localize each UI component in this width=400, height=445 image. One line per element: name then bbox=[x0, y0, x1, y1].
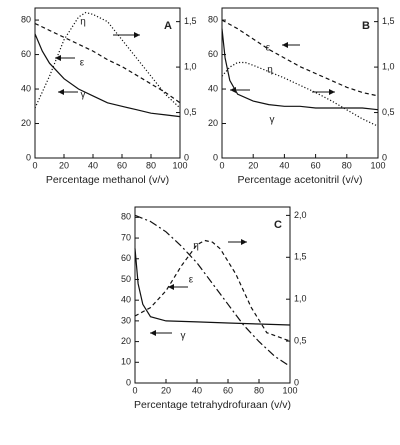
x-axis-label: Percentage acetonitril (v/v) bbox=[238, 174, 363, 186]
axis-arrow-head bbox=[230, 87, 236, 93]
series-label: γ bbox=[81, 90, 86, 101]
plot-frame bbox=[34, 7, 181, 159]
y2-tick-label: 0 bbox=[294, 377, 299, 387]
y-tick-label: 0 bbox=[213, 152, 218, 162]
x-tick-label: 80 bbox=[146, 160, 156, 170]
y-tick-label: 60 bbox=[21, 49, 31, 59]
x-tick-label: 100 bbox=[172, 160, 187, 170]
x-tick-label: 80 bbox=[254, 385, 264, 395]
y-tick-label: 60 bbox=[208, 49, 218, 59]
y-tick-label: 0 bbox=[26, 152, 31, 162]
y2-tick-label: 2,0 bbox=[294, 210, 307, 220]
series-line bbox=[34, 22, 181, 104]
x-axis-label: Percentage methanol (v/v) bbox=[46, 174, 169, 186]
y2-tick-label: 1,5 bbox=[382, 16, 395, 26]
axis-arrow-head bbox=[55, 55, 61, 61]
y2-tick-label: 1,0 bbox=[382, 61, 395, 71]
x-tick-label: 60 bbox=[311, 160, 321, 170]
x-tick-label: 0 bbox=[32, 160, 37, 170]
series-line bbox=[134, 248, 291, 326]
panel-label: B bbox=[362, 20, 370, 32]
axis-arrow-head bbox=[150, 330, 156, 336]
series-label: γ bbox=[270, 115, 275, 126]
y-tick-label: 20 bbox=[21, 118, 31, 128]
x-tick-label: 60 bbox=[223, 385, 233, 395]
series-line bbox=[34, 11, 181, 109]
y2-tick-label: 1,0 bbox=[184, 61, 197, 71]
y-tick-label: 30 bbox=[121, 315, 131, 325]
x-tick-label: 0 bbox=[219, 160, 224, 170]
y-tick-label: 60 bbox=[121, 253, 131, 263]
x-tick-label: 40 bbox=[192, 385, 202, 395]
y-tick-label: 40 bbox=[121, 295, 131, 305]
series-line bbox=[134, 239, 291, 342]
plot-frame bbox=[134, 206, 291, 384]
series-label: η bbox=[80, 17, 86, 28]
axis-arrow-head bbox=[58, 89, 64, 95]
x-tick-label: 20 bbox=[248, 160, 258, 170]
x-tick-label: 100 bbox=[370, 160, 385, 170]
y2-tick-label: 1,5 bbox=[294, 252, 307, 262]
y2-tick-label: 0,5 bbox=[184, 107, 197, 117]
axis-arrow-head bbox=[168, 284, 174, 290]
x-tick-label: 80 bbox=[342, 160, 352, 170]
x-tick-label: 0 bbox=[132, 385, 137, 395]
y2-tick-label: 0 bbox=[382, 152, 387, 162]
x-tick-label: 20 bbox=[59, 160, 69, 170]
y-tick-label: 20 bbox=[208, 118, 218, 128]
y2-tick-label: 1,5 bbox=[184, 16, 197, 26]
x-tick-label: 60 bbox=[117, 160, 127, 170]
series-label: ε bbox=[80, 58, 85, 69]
x-tick-label: 100 bbox=[282, 385, 297, 395]
axis-arrow-head bbox=[134, 32, 140, 38]
panel-label: A bbox=[164, 20, 172, 32]
x-tick-label: 40 bbox=[88, 160, 98, 170]
y-tick-label: 80 bbox=[21, 14, 31, 24]
y-tick-label: 70 bbox=[121, 232, 131, 242]
y-tick-label: 10 bbox=[121, 357, 131, 367]
y-tick-label: 20 bbox=[121, 336, 131, 346]
x-tick-label: 20 bbox=[161, 385, 171, 395]
y-tick-label: 0 bbox=[126, 377, 131, 387]
y-tick-label: 40 bbox=[208, 83, 218, 93]
y-tick-label: 50 bbox=[121, 274, 131, 284]
series-label: η bbox=[193, 241, 199, 252]
series-label: γ bbox=[181, 331, 186, 342]
series-label: ε bbox=[266, 43, 271, 54]
series-line bbox=[134, 214, 291, 367]
plot-frame bbox=[221, 7, 379, 159]
axis-arrow-head bbox=[282, 42, 288, 48]
x-tick-label: 40 bbox=[279, 160, 289, 170]
y2-tick-label: 0,5 bbox=[382, 107, 395, 117]
x-axis-label: Percentage tetrahydrofuraan (v/v) bbox=[134, 399, 291, 411]
y2-tick-label: 0 bbox=[184, 152, 189, 162]
series-line bbox=[221, 19, 379, 97]
y2-tick-label: 0,5 bbox=[294, 335, 307, 345]
y2-tick-label: 1,0 bbox=[294, 294, 307, 304]
series-line bbox=[221, 28, 379, 111]
panel-label: C bbox=[274, 219, 282, 231]
series-line bbox=[34, 33, 181, 118]
y-tick-label: 40 bbox=[21, 83, 31, 93]
y-tick-label: 80 bbox=[208, 14, 218, 24]
axis-arrow-head bbox=[241, 239, 247, 245]
series-label: ε bbox=[189, 275, 194, 286]
y-tick-label: 80 bbox=[121, 212, 131, 222]
axis-arrow-head bbox=[329, 89, 335, 95]
series-line bbox=[221, 61, 379, 127]
series-label: η bbox=[267, 65, 273, 76]
